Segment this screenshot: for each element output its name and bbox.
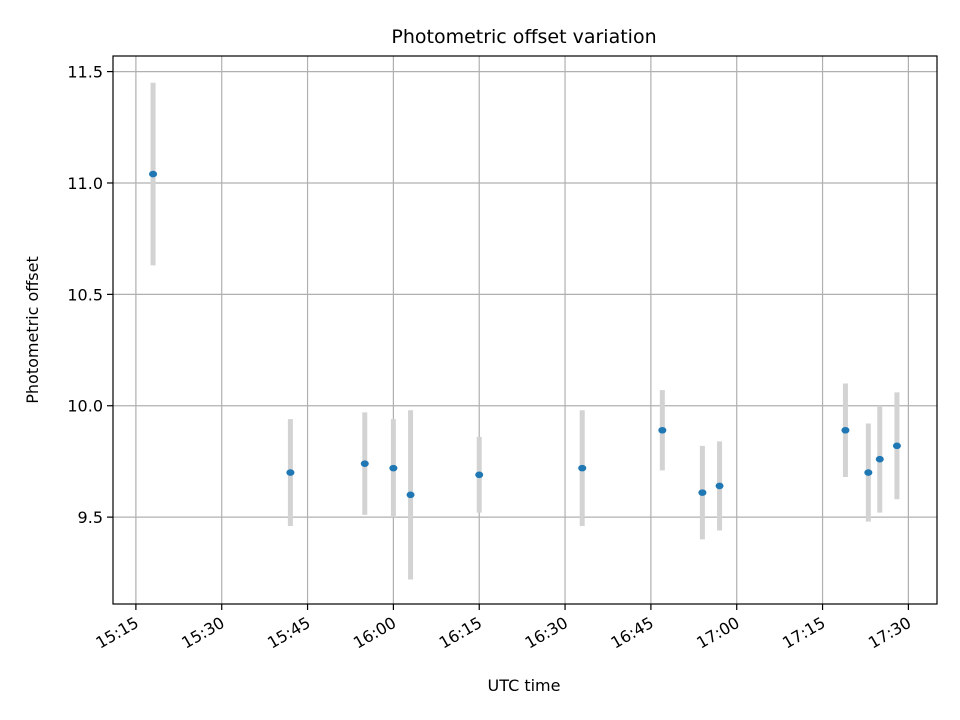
data-point	[698, 489, 707, 496]
x-tick-label: 16:15	[436, 613, 485, 653]
data-point	[475, 471, 484, 479]
x-tick-label: 15:30	[178, 613, 227, 653]
data-point	[360, 460, 369, 467]
x-tick-label: 17:00	[693, 613, 742, 653]
x-tick-label: 15:45	[264, 613, 313, 653]
data-point	[715, 482, 724, 490]
data-point	[892, 442, 901, 450]
grid	[113, 56, 937, 604]
x-axis-label: UTC time	[488, 676, 561, 695]
x-tick-label: 16:45	[607, 613, 656, 653]
y-tick-label: 10.0	[67, 397, 103, 416]
data-point	[578, 464, 587, 472]
data-point	[875, 455, 884, 463]
x-tick-label: 17:15	[779, 613, 828, 653]
error-bars	[150, 82, 900, 580]
data-points	[149, 170, 901, 499]
x-tick-label: 15:15	[92, 613, 141, 653]
data-point	[864, 469, 873, 476]
data-point	[389, 464, 398, 472]
y-tick-label: 10.5	[67, 285, 103, 304]
y-axis: 9.5 10.0 10.5 11.0 11.5	[67, 63, 113, 527]
x-axis: 15:15 15:30 15:45 16:00 16:15 16:30 16:45 17:00…	[92, 604, 914, 653]
y-tick-label: 11.0	[67, 174, 103, 193]
data-point	[658, 426, 667, 434]
y-tick-label: 11.5	[67, 63, 103, 82]
y-tick-label: 9.5	[78, 508, 103, 527]
data-point	[149, 170, 158, 178]
data-point	[841, 426, 850, 434]
plot-frame	[112, 55, 938, 605]
x-tick-label: 16:30	[522, 613, 571, 653]
x-tick-label: 17:30	[865, 613, 914, 653]
x-tick-label: 16:00	[350, 613, 399, 653]
data-point	[286, 469, 295, 476]
y-axis-label: Photometric offset	[23, 256, 42, 404]
chart-title: Photometric offset variation	[391, 26, 656, 48]
data-point	[406, 491, 415, 499]
